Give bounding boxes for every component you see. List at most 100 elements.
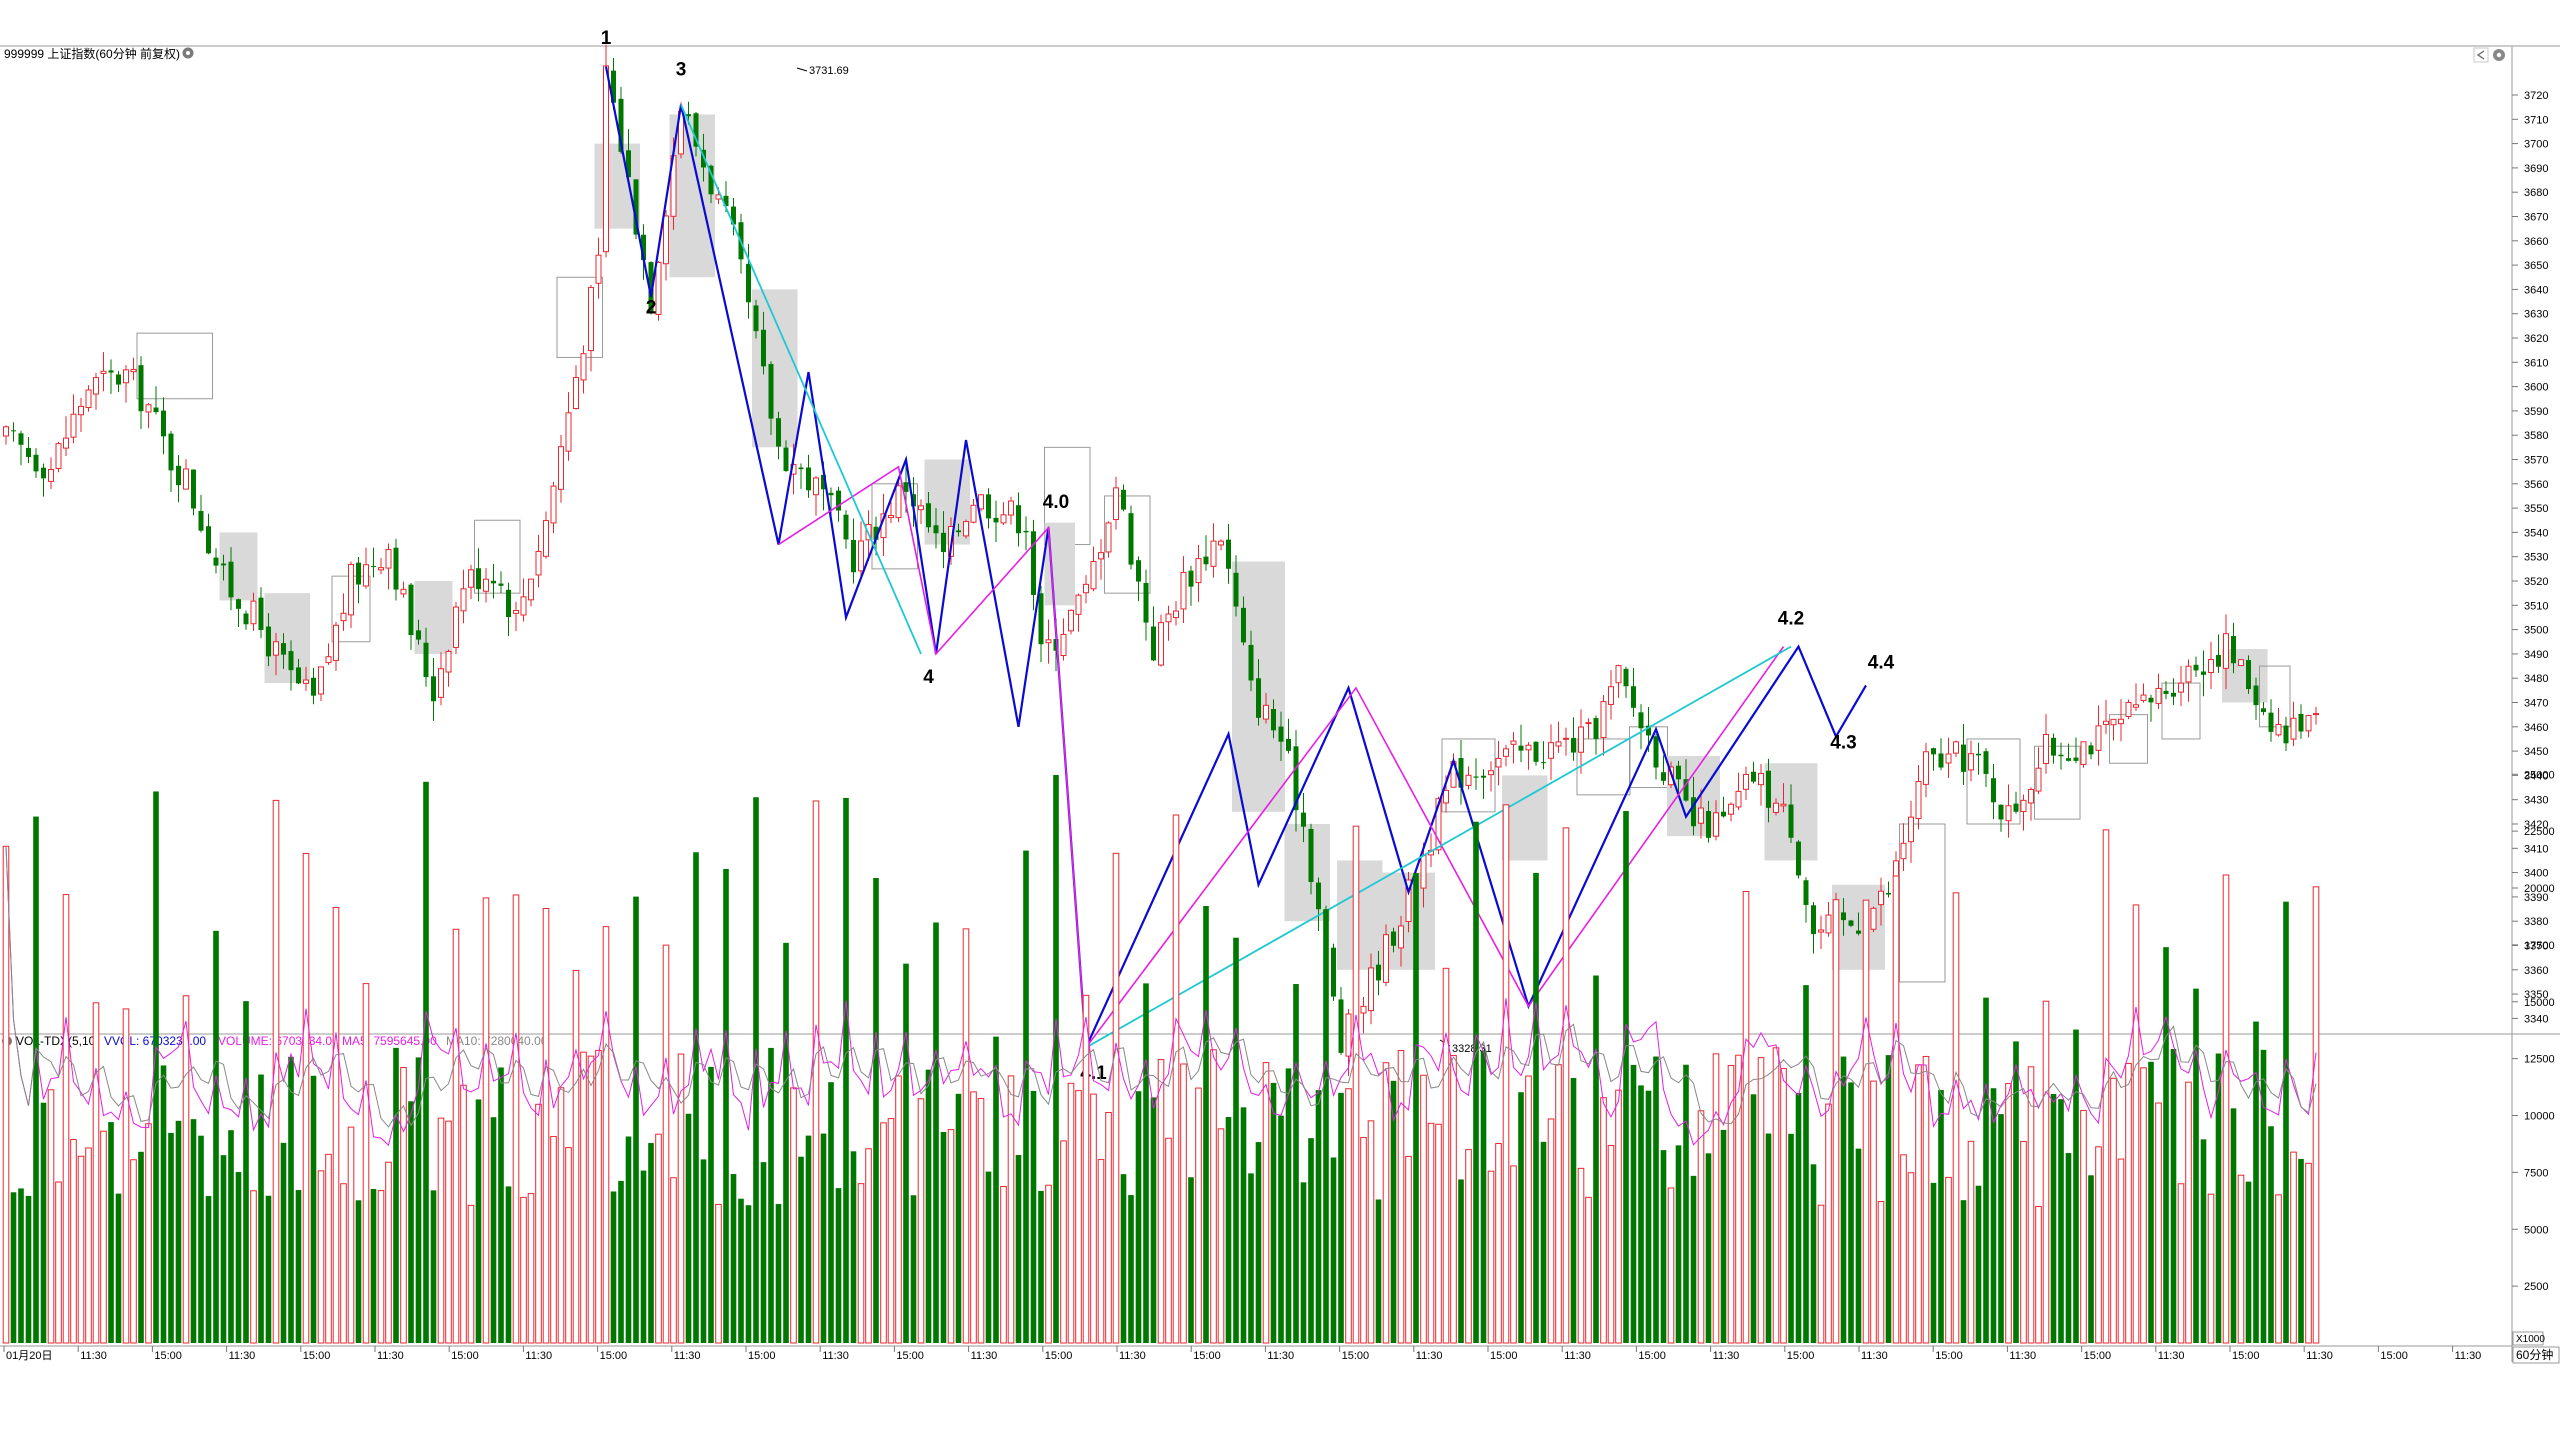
price-axis-label: 3340: [2524, 1013, 2548, 1025]
volume-bar: [1420, 1074, 1427, 1344]
volume-bar: [430, 1190, 437, 1343]
candle-body: [11, 430, 16, 432]
volume-bar: [1547, 1118, 1555, 1344]
volume-bar: [130, 1159, 137, 1344]
price-axis-label: 3680: [2524, 187, 2548, 199]
candle-body: [595, 254, 602, 284]
candle-body: [296, 667, 301, 684]
volume-bar: [1615, 1089, 1622, 1344]
candle-body: [655, 261, 662, 316]
volume-bar: [1285, 1068, 1292, 1343]
volume-bar: [820, 1133, 827, 1343]
volume-bar: [648, 1143, 654, 1343]
candle-body: [1128, 513, 1134, 565]
volume-bar: [2095, 1146, 2102, 1344]
collapse-icon[interactable]: [2473, 47, 2489, 63]
volume-bar: [1638, 1085, 1644, 1343]
volume-bar: [1090, 1093, 1097, 1344]
volume-bar: [213, 930, 219, 1343]
period-label[interactable]: 60分钟: [2516, 1347, 2553, 1362]
candle-body: [371, 566, 376, 568]
volume-bar: [1570, 1077, 1577, 1343]
candle-body: [1646, 725, 1651, 736]
volume-bars: [2, 775, 2320, 1344]
candle-body: [236, 599, 241, 609]
volume-bar: [250, 1190, 257, 1344]
candle-body: [3, 426, 9, 437]
price-axis-label: 3440: [2524, 770, 2548, 782]
volume-bar: [1877, 1201, 1885, 1344]
price-axis-label: 3600: [2524, 382, 2548, 394]
time-axis-label: 11:30: [1416, 1350, 1443, 1362]
candle-body: [1151, 626, 1156, 661]
volume-bar: [1473, 821, 1479, 1343]
price-axis-label: 3670: [2524, 212, 2548, 224]
candle-body: [911, 494, 916, 507]
price-axis-label: 3630: [2524, 309, 2548, 321]
time-axis-label: 11:30: [674, 1350, 701, 1362]
volume-bar: [843, 797, 849, 1343]
candle-body: [1391, 931, 1396, 946]
candle-body: [858, 540, 864, 572]
volume-bar: [2125, 1062, 2132, 1344]
volume-bar: [2132, 904, 2140, 1344]
candle-body: [1631, 686, 1636, 708]
volume-bar: [190, 1119, 197, 1343]
volume-bar: [228, 1130, 234, 1343]
candle-body: [123, 369, 129, 384]
candle-body: [1008, 500, 1014, 516]
volume-bar: [1128, 1195, 1134, 1343]
candle-body: [603, 65, 609, 253]
chart-title[interactable]: 999999 上证指数(60分钟 前复权): [4, 46, 180, 61]
volume-bar: [1892, 875, 1900, 1344]
gear-icon[interactable]: [2493, 49, 2505, 61]
volume-bar: [1330, 1157, 1337, 1343]
wave-label: 4.4: [1868, 652, 1895, 673]
price-axis-label: 3460: [2524, 722, 2548, 734]
volume-bar: [1300, 1182, 1307, 1343]
candle-body: [1886, 892, 1891, 895]
volume-bar: [835, 1188, 842, 1343]
volume-bar: [1210, 1049, 1217, 1344]
volume-indicator-name[interactable]: VOL-TDX(5,10): [16, 1034, 99, 1048]
volume-bar: [2230, 1108, 2237, 1343]
volume-bar: [1930, 1182, 1937, 1343]
volume-bar: [1007, 1075, 1015, 1344]
volume-bar: [1360, 1137, 1367, 1344]
volume-bar: [332, 907, 340, 1344]
candle-body: [333, 624, 339, 661]
volume-bar: [460, 1084, 467, 1344]
volume-bar: [1143, 983, 1149, 1343]
volume-bar: [1308, 1138, 1314, 1343]
period-badge[interactable]: 60分钟: [2512, 1346, 2560, 1364]
candle-body: [588, 287, 594, 352]
volume-bar: [887, 1118, 895, 1344]
time-axis-label: 15:00: [1638, 1350, 1666, 1362]
candle-body: [813, 477, 819, 496]
candle-body: [311, 677, 316, 696]
volume-bar: [2305, 1162, 2312, 1344]
candle-body: [1345, 1013, 1352, 1057]
volume-bar: [145, 1123, 152, 1344]
time-axis: 01月20日 11:30 15:00 11:30 15:00 11:30 15:00 11:3…: [3, 1346, 2481, 1362]
candle-body: [2005, 805, 2012, 822]
candle-body: [2313, 713, 2319, 716]
settings-icon[interactable]: [182, 47, 194, 59]
candle-body: [1075, 594, 1082, 615]
volume-bar: [2042, 1000, 2050, 1344]
volume-bar: [753, 797, 759, 1343]
time-axis-label: 11:30: [229, 1350, 256, 1362]
volume-bar: [2155, 1102, 2162, 1344]
volume-bar: [1998, 1114, 2004, 1343]
volume-bar: [1585, 1196, 1592, 1344]
candle-body: [1811, 905, 1816, 935]
candle-body: [1721, 811, 1726, 817]
candle-body: [1661, 772, 1666, 781]
candle-body: [1376, 964, 1381, 981]
volume-bar: [1188, 1177, 1194, 1343]
volume-bar: [1765, 1133, 1772, 1343]
consolidation-box: [1104, 495, 1151, 594]
time-axis-label: 01月20日: [6, 1350, 52, 1362]
volume-bar: [1352, 825, 1360, 1344]
